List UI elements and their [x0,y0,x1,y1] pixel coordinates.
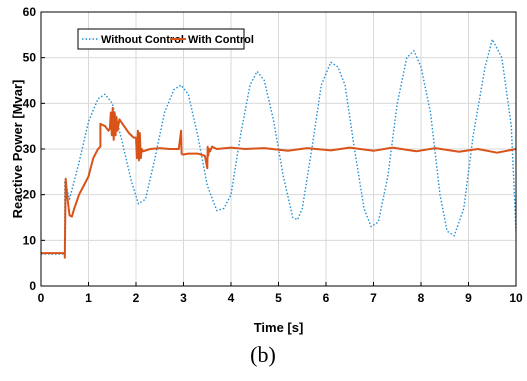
x-tick-label: 2 [133,291,140,305]
x-tick-label: 6 [323,291,330,305]
y-tick-label: 0 [29,279,36,293]
x-tick-label: 10 [509,291,523,305]
y-tick-labels: 0 10 20 30 40 50 60 [23,5,37,293]
figure-caption: (b) [250,342,276,367]
y-tick-label: 30 [23,142,37,156]
x-tick-label: 0 [38,291,45,305]
legend: Without Control With Control [77,28,254,50]
series-group [41,38,517,259]
legend-label-with-control: With Control [188,34,254,46]
x-tick-label: 5 [275,291,282,305]
y-axis-label: Reactive Power [Mvar] [10,80,25,219]
x-axis-label: Time [s] [254,320,304,335]
tick-marks [40,11,517,287]
series-line-without-control [41,38,517,255]
x-tick-label: 8 [418,291,425,305]
x-tick-label: 3 [180,291,187,305]
x-tick-labels: 0 1 2 3 4 5 6 7 8 9 10 [38,291,523,305]
y-tick-label: 20 [23,188,37,202]
y-tick-label: 50 [23,51,37,65]
grid-lines [41,12,516,286]
legend-box [77,28,245,50]
legend-label-without-control: Without Control [101,34,184,46]
x-tick-label: 1 [85,291,92,305]
x-tick-label: 4 [228,291,235,305]
series-line-with-control [41,106,517,259]
y-tick-label: 40 [23,96,37,110]
y-tick-label: 60 [23,5,37,19]
x-tick-label: 7 [370,291,377,305]
x-tick-label: 9 [465,291,472,305]
y-tick-label: 10 [23,233,37,247]
